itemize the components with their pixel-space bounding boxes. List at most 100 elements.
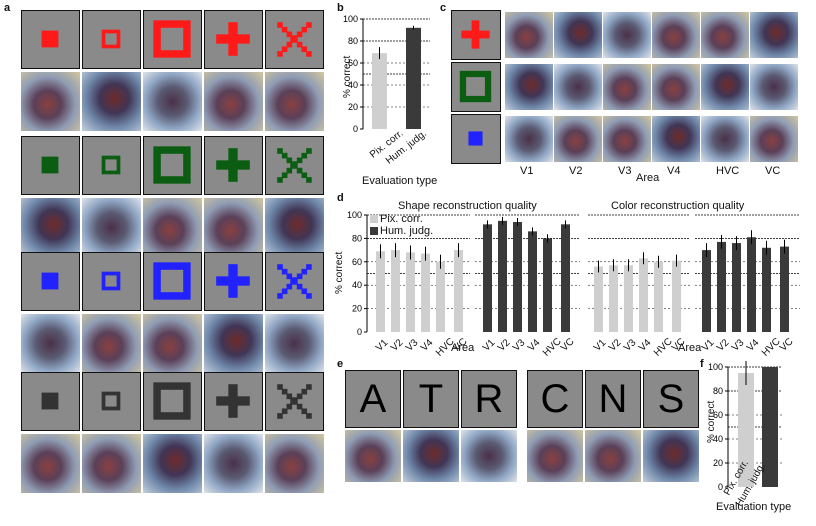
stimulus-tile bbox=[143, 252, 202, 311]
x-pixel bbox=[286, 403, 293, 410]
stimulus-tile bbox=[265, 136, 324, 195]
reconstruction-image bbox=[554, 12, 602, 58]
plus-h bbox=[461, 30, 490, 39]
y-tick-label: 20 bbox=[713, 458, 723, 468]
big-frame-shape bbox=[153, 20, 191, 58]
reconstruction-image bbox=[603, 116, 651, 162]
big-frame-mark bbox=[153, 146, 191, 184]
reconstruction-image bbox=[652, 12, 700, 58]
x-pixel bbox=[301, 172, 308, 179]
plus-shape bbox=[461, 20, 490, 49]
y-tick-label: 100 bbox=[708, 362, 723, 372]
bar bbox=[702, 250, 711, 332]
x-pixel bbox=[281, 288, 288, 295]
reconstruction-image bbox=[265, 198, 324, 257]
reconstruction-image bbox=[750, 12, 798, 58]
stimulus-tile bbox=[82, 372, 141, 431]
reconstruction-image bbox=[21, 198, 80, 257]
x-pixel bbox=[306, 264, 312, 270]
y-tick-label: 60 bbox=[713, 410, 723, 420]
chart-d-ylabel: % correct bbox=[334, 251, 345, 294]
x-pixel bbox=[306, 148, 312, 154]
y-tick-label: 40 bbox=[713, 434, 723, 444]
x-pixel bbox=[296, 31, 303, 38]
small-frame-shape bbox=[101, 271, 121, 291]
area-label: VC bbox=[765, 165, 781, 177]
x-pixel bbox=[281, 46, 288, 53]
y-tick-label: 0 bbox=[718, 482, 723, 492]
reconstruction-image bbox=[345, 430, 401, 482]
reconstruction-image bbox=[403, 430, 459, 482]
y-tick-label: 80 bbox=[348, 36, 358, 46]
big-frame-mark bbox=[153, 20, 191, 58]
x-pixel bbox=[286, 167, 293, 174]
stimulus-tile bbox=[204, 252, 263, 311]
square-mark bbox=[41, 30, 59, 48]
chart-d-title-color: Color reconstruction quality bbox=[611, 200, 745, 212]
square-mark bbox=[41, 272, 59, 290]
plus-h bbox=[216, 34, 250, 44]
x-pixel bbox=[277, 264, 283, 270]
x-mark bbox=[277, 148, 312, 183]
reconstruction-image bbox=[527, 430, 583, 482]
bar bbox=[672, 260, 681, 332]
panel-label-f: f bbox=[700, 358, 704, 370]
small-frame-shape bbox=[101, 391, 121, 411]
chart-d-xlabel-shape: Area bbox=[451, 342, 475, 354]
chart-b-xlabel: Evaluation type bbox=[362, 175, 438, 187]
reconstruction-image bbox=[505, 12, 553, 58]
area-label: V4 bbox=[667, 165, 681, 177]
big-frame-shape bbox=[153, 382, 191, 420]
reconstruction-image bbox=[701, 12, 749, 58]
reconstruction-image bbox=[82, 434, 141, 493]
stimulus-tile bbox=[82, 252, 141, 311]
x-pixel bbox=[301, 152, 308, 159]
x-pixel bbox=[306, 384, 312, 390]
x-pixel bbox=[286, 283, 293, 290]
chart-b-axis: 0 20 40 60 80 100 bbox=[343, 14, 364, 134]
chart-d-title-shape: Shape reconstruction quality bbox=[398, 200, 537, 212]
x-pixel bbox=[301, 26, 308, 33]
panel-c-xlabel: Area bbox=[636, 172, 660, 184]
x-mark bbox=[277, 264, 312, 299]
bar bbox=[762, 367, 778, 487]
reconstruction-image bbox=[265, 314, 324, 373]
x-pixel bbox=[296, 393, 303, 400]
x-center bbox=[290, 161, 298, 169]
x-pixel bbox=[306, 22, 312, 28]
square-shape bbox=[41, 272, 59, 290]
x-pixel bbox=[286, 273, 293, 280]
x-pixel bbox=[301, 408, 308, 415]
plus-h bbox=[216, 396, 250, 406]
bar bbox=[780, 246, 789, 332]
letter-tile: A bbox=[345, 370, 401, 428]
x-pixel bbox=[286, 157, 293, 164]
panel-label-b: b bbox=[337, 2, 344, 14]
bar bbox=[391, 250, 400, 332]
x-pixel bbox=[301, 268, 308, 275]
bar bbox=[639, 258, 648, 332]
y-tick-label: 80 bbox=[352, 233, 362, 243]
area-label: V1 bbox=[520, 165, 534, 177]
chart-f-xlabel: Evaluation type bbox=[716, 501, 792, 513]
reconstruction-image bbox=[585, 430, 641, 482]
x-pixel bbox=[277, 384, 283, 390]
y-tick-label: 100 bbox=[343, 14, 358, 24]
big-frame-shape bbox=[459, 70, 492, 103]
x-pixel bbox=[296, 41, 303, 48]
stimulus-tile bbox=[204, 10, 263, 69]
square-shape bbox=[41, 30, 59, 48]
bar bbox=[421, 253, 430, 332]
letter-tile: C bbox=[527, 370, 583, 428]
bar bbox=[543, 238, 552, 332]
x-pixel bbox=[286, 31, 293, 38]
chart-d-legend-pix: Pix. corr. bbox=[380, 213, 423, 225]
y-tick-label: 40 bbox=[348, 80, 358, 90]
square-mark bbox=[41, 392, 59, 410]
stimulus-tile bbox=[265, 372, 324, 431]
stimulus-tile bbox=[451, 114, 501, 164]
reconstruction-image bbox=[265, 434, 324, 493]
x-center bbox=[290, 277, 298, 285]
x-pixel bbox=[281, 268, 288, 275]
reconstruction-image bbox=[505, 64, 553, 110]
